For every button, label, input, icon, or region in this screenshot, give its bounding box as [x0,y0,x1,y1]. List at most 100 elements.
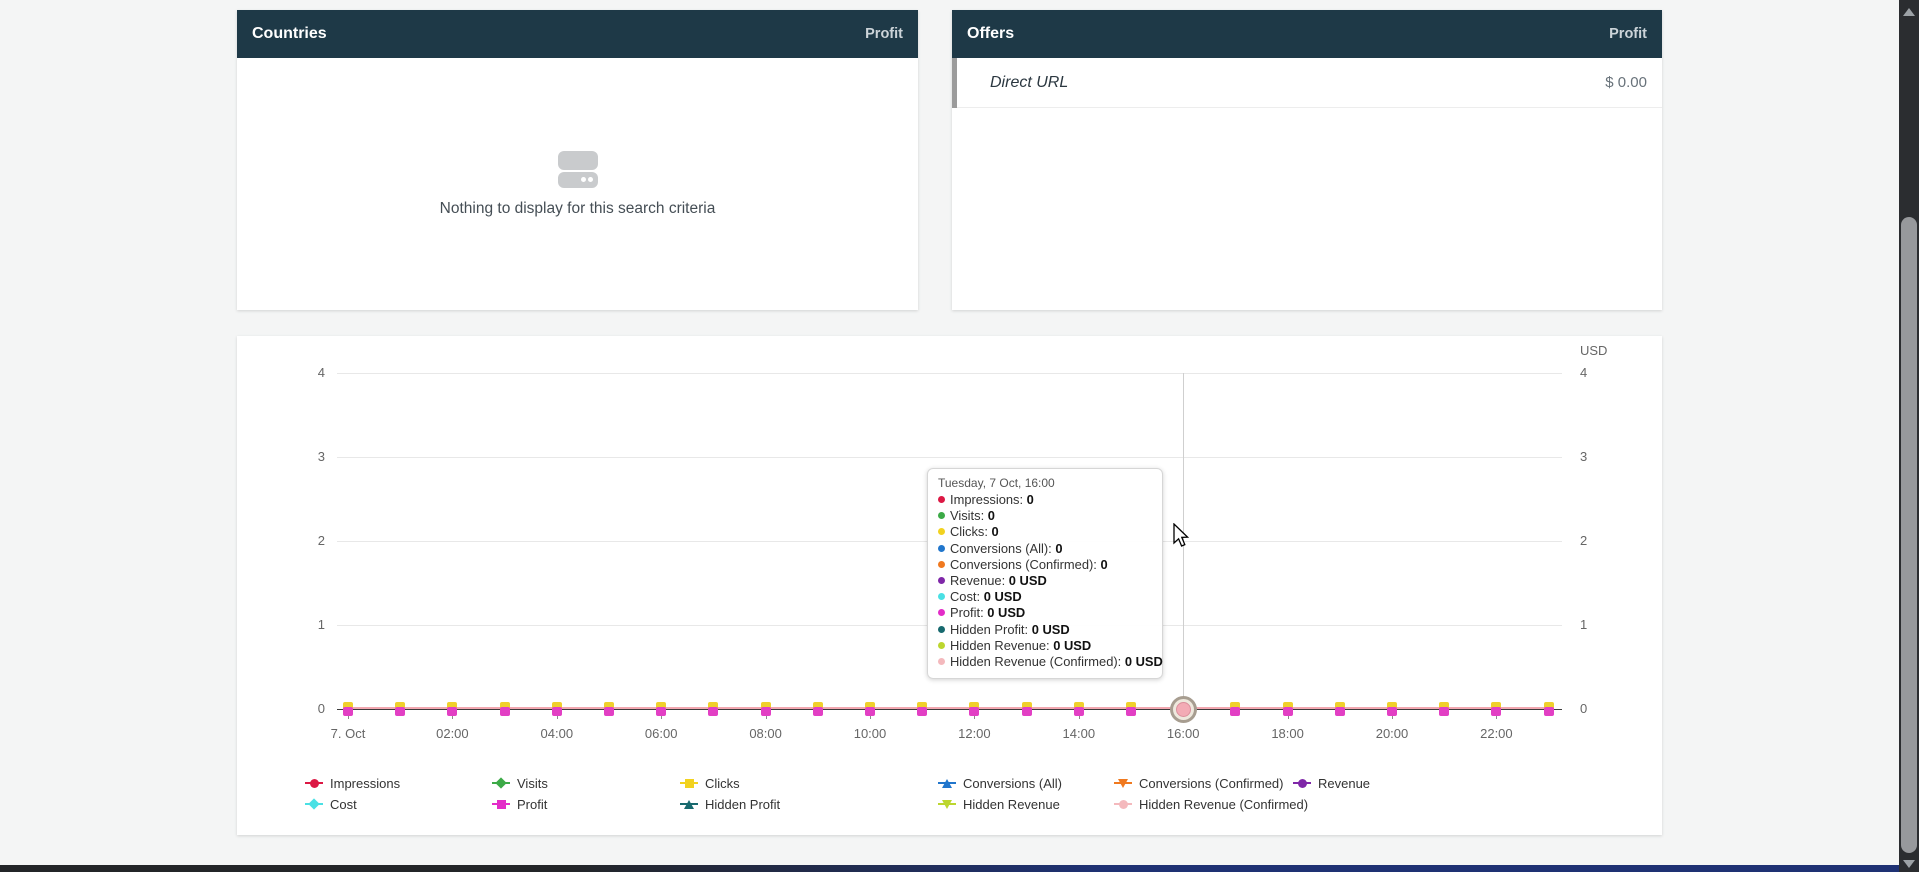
data-point[interactable] [343,702,353,716]
data-point[interactable] [1543,702,1554,716]
data-point[interactable] [395,702,406,716]
tooltip-row: Conversions (All)0 [938,541,1152,557]
data-point[interactable] [812,702,823,716]
tooltip-row: Cost0 USD [938,589,1152,605]
series-bullet-icon [938,609,945,617]
circle-marker-icon [1297,778,1307,788]
scroll-down-arrow-icon[interactable] [1903,860,1915,868]
x-axis-label: 16:00 [1166,726,1200,741]
y-axis-label-right: 3 [1580,449,1588,464]
offer-row-accent-bar [952,58,957,108]
y-axis-label-right: 2 [1580,533,1588,548]
offers-profit-column-header[interactable]: Profit [1609,26,1647,42]
triangle-down-marker-icon [941,799,952,809]
hovered-data-point[interactable] [1169,695,1197,723]
series-bullet-icon [938,658,945,666]
database-icon [557,150,598,188]
series-bullet-icon [938,496,945,503]
data-point[interactable] [969,702,980,716]
tooltip-row: Clicks0 [938,524,1152,540]
legend-item-hidden-revenue-confirmed[interactable]: Hidden Revenue (Confirmed) [1114,797,1308,812]
data-point[interactable] [656,702,667,716]
legend-item-conversions-all[interactable]: Conversions (All) [938,776,1062,791]
tooltip-row: Revenue0 USD [938,573,1152,589]
offer-row-direct-url[interactable]: Direct URL $ 0.00 [952,58,1662,108]
data-point[interactable] [1021,702,1032,716]
vertical-scrollbar[interactable] [1899,0,1919,872]
y-axis-label-right: 0 [1580,701,1588,716]
countries-profit-column-header[interactable]: Profit [865,26,903,42]
x-axis-line [337,709,1562,710]
legend-item-profit[interactable]: Profit [492,797,547,812]
triangle-marker-icon [683,799,694,809]
y-axis-label-left: 3 [317,449,325,464]
tooltip-row: Hidden Profit0 USD [938,622,1152,638]
series-bullet-icon [938,593,945,601]
offer-profit-value: $ 0.00 [1605,74,1647,91]
data-point[interactable] [1387,702,1397,716]
countries-panel-header: Countries Profit [237,10,918,58]
chart-tooltip: Tuesday, 7 Oct, 16:00 Impressions0 Visit… [927,468,1163,680]
series-bullet-icon [938,512,945,520]
series-bullet-icon [938,577,945,585]
y-axis-unit-label: USD [1580,343,1608,358]
data-point[interactable] [604,702,614,716]
data-point[interactable] [1439,702,1450,716]
legend-item-impressions[interactable]: Impressions [305,776,400,791]
data-point[interactable] [551,702,562,716]
offers-panel-title: Offers [967,25,1015,42]
data-point[interactable] [1126,702,1136,716]
legend-item-clicks[interactable]: Clicks [680,776,740,791]
legend-item-conversions-confirmed[interactable]: Conversions (Confirmed) [1114,776,1284,791]
diamond-marker-icon [308,798,320,810]
series-bullet-icon [938,560,945,568]
series-bullet-icon [938,544,945,552]
countries-panel-title: Countries [252,25,327,42]
offer-name[interactable]: Direct URL [990,73,1069,91]
triangle-down-marker-icon [1117,778,1128,788]
data-point[interactable] [708,702,719,716]
legend-item-hidden-profit[interactable]: Hidden Profit [680,797,780,812]
data-point[interactable] [760,702,771,716]
circle-marker-icon [1118,799,1128,809]
data-point[interactable] [1282,702,1293,716]
square-marker-icon [496,799,506,809]
tooltip-title: Tuesday, 7 Oct, 16:00 [938,476,1055,490]
window-bottom-edge-bar [0,865,1899,872]
series-bullet-icon [938,528,945,536]
chart-panel: USD 7. Oct 02:00 04:00 06:00 08:00 10:00 12:00… [237,336,1662,835]
y-axis-label-left: 1 [317,617,325,632]
data-point[interactable] [1491,702,1502,716]
gridline [337,457,1562,458]
data-point[interactable] [865,702,875,716]
x-axis-label: 7. Oct [330,726,366,741]
countries-empty-state: Nothing to display for this search crite… [237,58,918,310]
scrollbar-thumb[interactable] [1901,217,1917,853]
scroll-up-arrow-icon[interactable] [1903,8,1915,16]
x-axis-label: 08:00 [749,726,782,741]
series-bullet-icon [938,625,945,633]
data-point[interactable] [447,702,458,716]
data-point[interactable] [499,702,510,716]
diamond-marker-icon [495,777,507,789]
offers-panel-header: Offers Profit [952,10,1662,58]
empty-state-text: Nothing to display for this search crite… [439,199,716,217]
mouse-cursor-icon [1173,523,1190,547]
tooltip-row: Impressions0 [938,492,1152,508]
data-point[interactable] [1073,702,1084,716]
y-axis-label-left: 2 [317,533,325,548]
legend-item-revenue[interactable]: Revenue [1293,776,1370,791]
triangle-marker-icon [941,778,952,788]
x-axis-label: 12:00 [958,726,991,741]
y-axis-label-left: 0 [317,701,325,716]
legend-item-cost[interactable]: Cost [305,797,357,812]
x-axis-label: 10:00 [853,726,887,741]
legend-item-hidden-revenue[interactable]: Hidden Revenue [938,797,1060,812]
data-point[interactable] [917,702,928,716]
gridline [337,373,1562,374]
legend-item-visits[interactable]: Visits [492,776,548,791]
data-point[interactable] [1334,702,1345,716]
data-point[interactable] [1230,702,1241,716]
series-zero-line [348,707,1548,709]
offers-panel: Offers Profit Direct URL $ 0.00 [952,10,1662,310]
